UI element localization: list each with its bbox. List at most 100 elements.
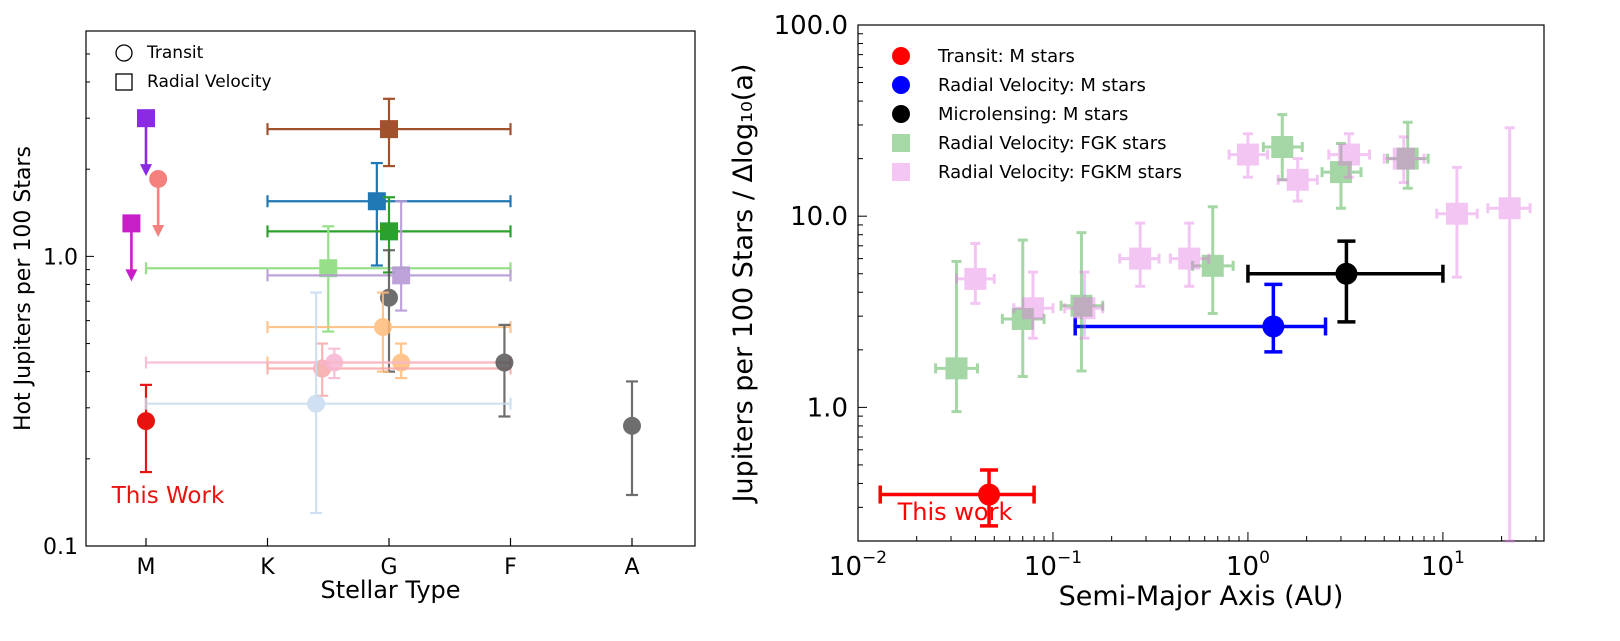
data-point <box>1073 282 1328 354</box>
square-marker <box>1073 297 1096 320</box>
right-legend: Transit: M stars Radial Velocity: M stars… <box>892 46 1182 183</box>
legend-label: Transit <box>146 43 204 63</box>
left-data-point <box>495 323 514 418</box>
square-marker <box>1178 247 1201 270</box>
data-point <box>954 241 996 305</box>
square-marker <box>1070 294 1093 317</box>
data-point <box>878 468 1036 528</box>
square-marker <box>319 259 338 278</box>
left-data-point <box>266 97 512 168</box>
data-point <box>1435 165 1479 279</box>
left-data-point <box>137 109 155 177</box>
data-point <box>1063 270 1105 340</box>
right-x-axis-label: Semi-Major Axis (AU) <box>1059 581 1344 612</box>
square-marker <box>380 222 398 241</box>
left-chart: M K G F A 0.1 1.0 Stellar Type Hot Jupiters per … <box>11 30 696 604</box>
tick-exponent: 1 <box>1454 548 1465 568</box>
data-point <box>1276 157 1319 203</box>
circle-marker <box>495 353 514 372</box>
upper-limit-arrow-head <box>140 164 152 177</box>
circle-marker <box>149 169 168 188</box>
legend-label: Microlensing: M stars <box>938 104 1128 125</box>
left-x-tick-label: K <box>260 555 275 580</box>
left-data-point <box>144 347 512 380</box>
circle-marker <box>325 353 344 372</box>
square-marker <box>1498 197 1521 220</box>
left-annotation: This Work <box>111 483 225 509</box>
left-y-tick-label: 0.1 <box>43 535 78 560</box>
right-y-axis-label: Jupiters per 100 Stars / Δlog₁₀(a) <box>728 64 759 505</box>
square-marker <box>1022 297 1045 320</box>
circle-marker <box>1262 315 1285 338</box>
square-marker <box>1392 147 1415 170</box>
left-data-point <box>144 291 512 515</box>
legend-label: Radial Velocity: M stars <box>938 75 1146 96</box>
circle-marker <box>1335 262 1358 285</box>
left-legend: Transit Radial Velocity <box>115 43 272 92</box>
right-x-tick-label: 101 <box>1421 548 1465 582</box>
data-point <box>1168 221 1211 288</box>
data-point <box>1000 238 1046 379</box>
square-marker <box>1236 143 1259 166</box>
square-marker <box>1338 143 1361 166</box>
square-marker <box>964 267 987 290</box>
series-radial-velocity-m-stars <box>1073 282 1328 354</box>
tick-exponent: 0 <box>1259 548 1270 568</box>
data-point <box>1261 113 1304 182</box>
legend-circle-marker <box>892 105 910 123</box>
left-x-tick-label: A <box>624 555 639 580</box>
legend-circle-marker <box>115 44 133 62</box>
right-x-tick-label: 10−2 <box>829 548 887 582</box>
square-marker <box>137 109 155 128</box>
data-point <box>1118 221 1161 288</box>
circle-marker <box>978 483 1001 506</box>
square-marker <box>1201 254 1224 277</box>
square-marker <box>380 120 398 139</box>
tick-base: 10 <box>1226 552 1259 582</box>
legend-square-marker <box>892 134 910 152</box>
legend-circle-marker <box>892 47 910 65</box>
square-marker <box>1445 202 1468 225</box>
series-radial-velocity-fgk-stars <box>934 113 1430 414</box>
left-y-tick-label: 1.0 <box>43 245 78 270</box>
square-marker <box>1129 247 1152 270</box>
legend-label: Transit: M stars <box>937 46 1075 67</box>
series-radial-velocity-fgkm-stars <box>954 126 1532 543</box>
circle-marker <box>373 318 392 337</box>
tick-base: 10 <box>1024 552 1057 582</box>
square-marker <box>1329 161 1352 184</box>
square-marker <box>122 214 141 233</box>
right-x-tick-label: 100 <box>1226 548 1270 582</box>
upper-limit-arrow-head <box>125 269 138 282</box>
right-plot-frame <box>857 24 1545 542</box>
circle-marker <box>307 394 326 413</box>
data-point <box>1327 132 1371 179</box>
square-marker <box>1286 168 1309 191</box>
left-data-point <box>266 291 512 373</box>
square-marker <box>1271 136 1294 159</box>
left-x-tick-label: F <box>504 555 517 580</box>
tick-exponent: −2 <box>862 548 887 568</box>
legend-square-marker <box>115 73 133 91</box>
data-point <box>1012 270 1055 340</box>
square-marker <box>1396 147 1419 170</box>
square-marker <box>392 266 411 285</box>
circle-marker <box>137 412 155 431</box>
square-marker <box>945 357 968 380</box>
circle-marker <box>623 416 641 435</box>
left-x-axis-label: Stellar Type <box>320 576 460 604</box>
right-y-tick-label: 10.0 <box>790 202 848 232</box>
series-microlensing-m-stars <box>1246 239 1445 324</box>
data-point <box>1059 231 1105 373</box>
legend-label: Radial Velocity: FGK stars <box>938 133 1166 154</box>
data-point <box>1246 239 1445 324</box>
left-data-point <box>137 383 155 474</box>
square-marker <box>367 192 386 211</box>
tick-base: 10 <box>1421 552 1454 582</box>
square-marker <box>1011 307 1034 330</box>
legend-label: Radial Velocity <box>147 72 272 92</box>
left-data-point <box>266 196 512 274</box>
left-data-point <box>144 225 512 333</box>
